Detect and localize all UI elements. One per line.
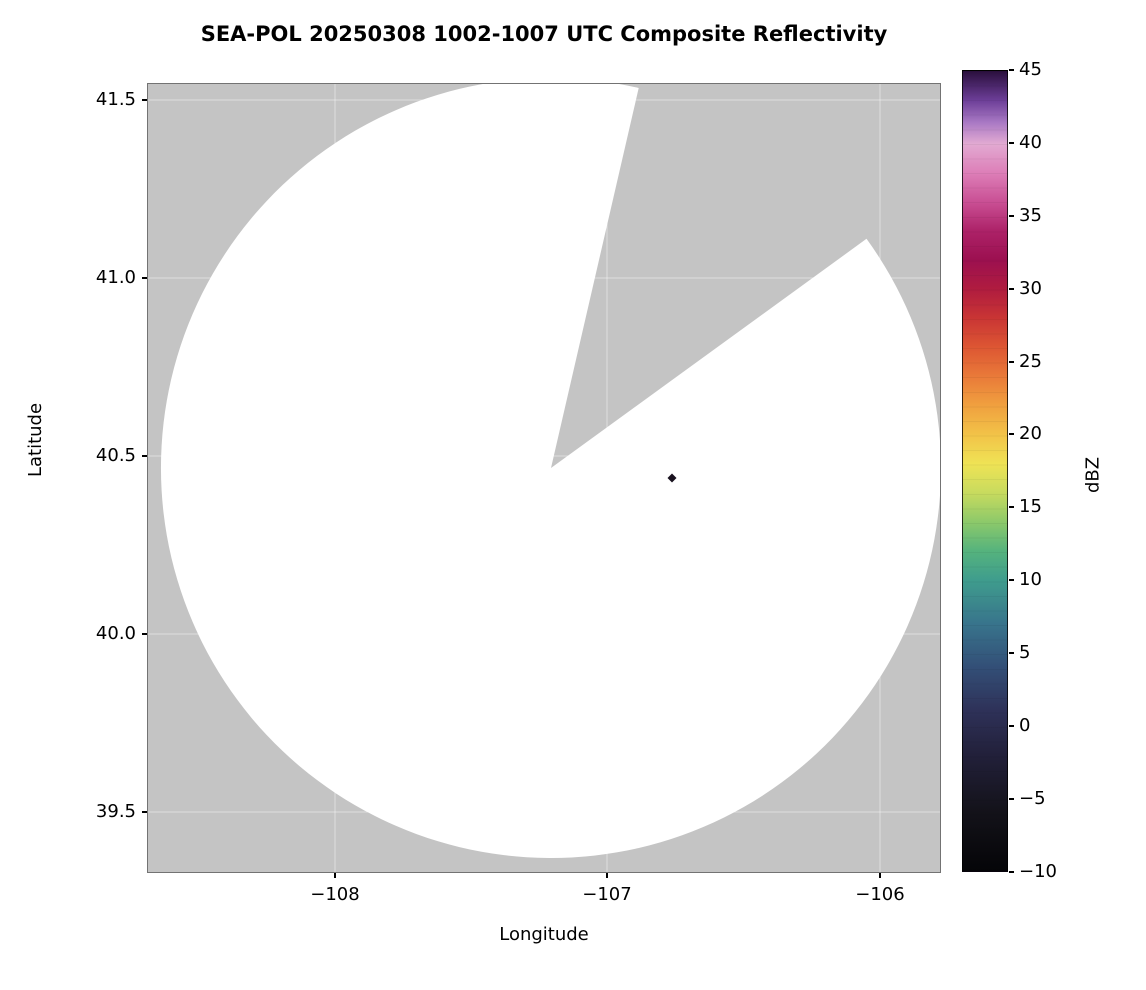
y-tick-mark: [142, 99, 147, 101]
x-axis-label: Longitude: [499, 924, 589, 945]
colorbar-tick-mark: [1009, 506, 1014, 508]
y-tick-label: 39.5: [95, 801, 136, 822]
colorbar-tick-label: 5: [1019, 642, 1031, 663]
y-tick-label: 40.0: [95, 623, 136, 644]
colorbar-tick-label: 40: [1019, 132, 1042, 153]
colorbar-band-lines: [963, 71, 1007, 871]
x-tick-label: −107: [582, 884, 632, 905]
y-tick-mark: [142, 633, 147, 635]
y-tick-mark: [142, 277, 147, 279]
x-tick-label: −108: [310, 884, 360, 905]
colorbar-tick-mark: [1009, 433, 1014, 435]
colorbar-tick-label: 10: [1019, 569, 1042, 590]
colorbar-tick-mark: [1009, 69, 1014, 71]
colorbar-tick-label: 30: [1019, 278, 1042, 299]
y-tick-mark: [142, 455, 147, 457]
radar-coverage-area: [161, 84, 940, 858]
colorbar-tick-label: −5: [1019, 788, 1046, 809]
colorbar-tick-label: 45: [1019, 59, 1042, 80]
y-tick-label: 41.0: [95, 267, 136, 288]
colorbar-tick-mark: [1009, 215, 1014, 217]
colorbar-tick-mark: [1009, 142, 1014, 144]
x-tick-mark: [879, 873, 881, 878]
colorbar-axis-label: dBZ: [1082, 456, 1104, 494]
colorbar-tick-label: 20: [1019, 423, 1042, 444]
y-axis-label: Latitude: [25, 402, 46, 478]
colorbar-tick-label: 15: [1019, 496, 1042, 517]
colorbar-gradient: [962, 70, 1008, 872]
y-tick-label: 41.5: [95, 89, 136, 110]
colorbar-tick-mark: [1009, 798, 1014, 800]
colorbar-tick-label: 25: [1019, 351, 1042, 372]
colorbar-tick-mark: [1009, 725, 1014, 727]
page-title: SEA-POL 20250308 1002-1007 UTC Composite…: [200, 22, 888, 46]
colorbar-tick-mark: [1009, 652, 1014, 654]
x-tick-mark: [606, 873, 608, 878]
x-tick-mark: [334, 873, 336, 878]
colorbar-tick-label: 0: [1019, 715, 1031, 736]
plot-area: [147, 83, 941, 873]
reflectivity-data-point: [667, 473, 677, 483]
colorbar-tick-mark: [1009, 288, 1014, 290]
colorbar-tick-label: 35: [1019, 205, 1042, 226]
colorbar-tick-label: −10: [1019, 861, 1057, 882]
x-tick-label: −106: [855, 884, 905, 905]
y-tick-mark: [142, 811, 147, 813]
colorbar-tick-mark: [1009, 361, 1014, 363]
colorbar-tick-mark: [1009, 579, 1014, 581]
colorbar-tick-mark: [1009, 871, 1014, 873]
y-tick-label: 40.5: [95, 445, 136, 466]
